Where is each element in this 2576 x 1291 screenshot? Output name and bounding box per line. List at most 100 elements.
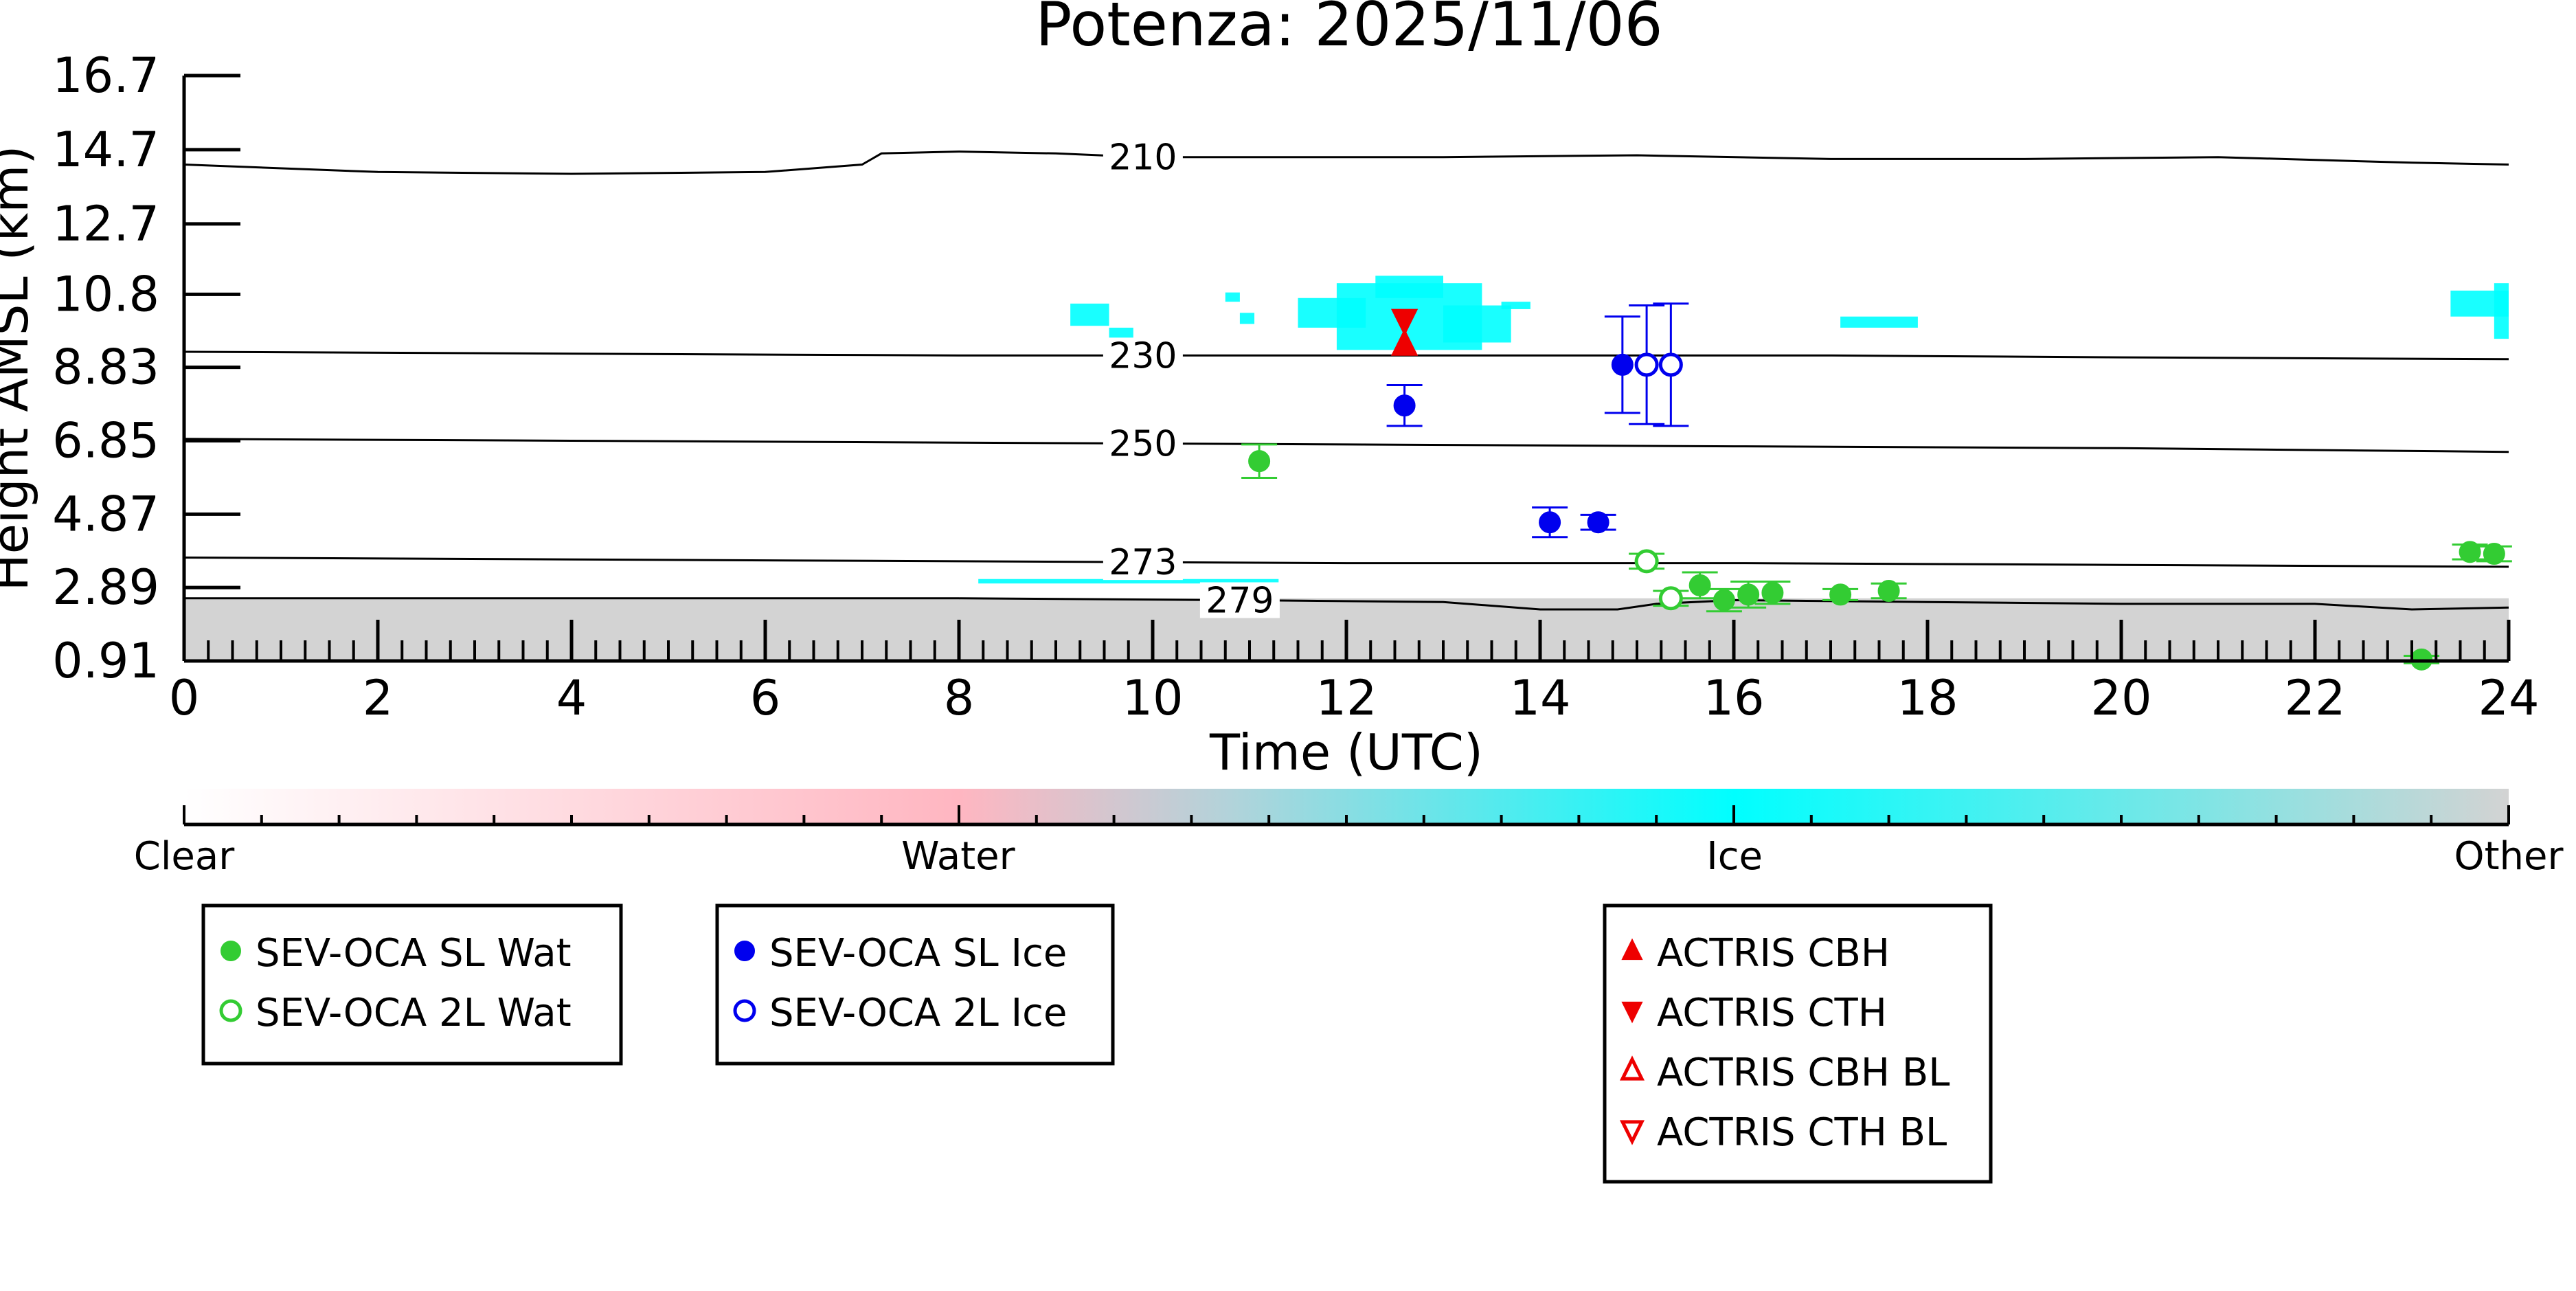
isotherm-label-bg — [1199, 582, 1280, 618]
legend-marker — [733, 999, 756, 1022]
legend-marker — [221, 941, 241, 961]
legend-label: ACTRIS CBH — [1657, 931, 1890, 976]
isotherm-label: 210 — [1109, 137, 1177, 179]
data-point — [1539, 511, 1561, 534]
legend-label: ACTRIS CTH BL — [1657, 1110, 1947, 1155]
data-point — [1658, 352, 1683, 377]
colorbar-ticks — [183, 805, 2510, 824]
ice-cloud-patch — [1501, 302, 1530, 309]
x-tick-label: 4 — [556, 670, 587, 726]
colorbar-label-water: Water — [901, 834, 1016, 879]
legend-label: ACTRIS CTH — [1657, 991, 1887, 1035]
legend-marker — [1619, 1055, 1645, 1081]
isotherm-label: 230 — [1109, 335, 1177, 377]
data-point — [1390, 308, 1419, 337]
x-tick-label: 18 — [1897, 670, 1958, 726]
data-point — [1587, 511, 1609, 534]
legend-label: SEV-OCA 2L Wat — [256, 991, 572, 1035]
x-tick-label: 2 — [363, 670, 394, 726]
y-tick-label: 6.85 — [52, 412, 159, 469]
x-tick-label: 10 — [1122, 670, 1183, 726]
colorbar-label-other: Other — [2454, 834, 2564, 879]
legend-entry: ACTRIS CBH — [1621, 931, 1890, 976]
colorbar: Clear Water Ice Other — [134, 789, 2564, 879]
data-point — [1713, 589, 1735, 611]
legend-label: SEV-OCA SL Ice — [769, 931, 1067, 976]
data-point — [1611, 353, 1634, 376]
y-ticks: 0.91 2.89 4.87 6.85 8.83 10.8 12.7 14.7 16.7 — [52, 47, 240, 689]
ice-cloud-patch — [1070, 303, 1109, 326]
x-tick-label: 16 — [1703, 670, 1764, 726]
isotherm-273 — [183, 557, 2509, 568]
x-tick-label: 6 — [750, 670, 781, 726]
isotherm-label-bg — [1103, 544, 1183, 581]
legend-1: SEV-OCA SL Wat SEV-OCA 2L Wat — [201, 903, 623, 1066]
x-tick-label: 0 — [169, 670, 200, 726]
y-tick-label: 2.89 — [52, 559, 159, 616]
data-point — [1737, 583, 1760, 606]
ice-cloud-patch — [1443, 305, 1511, 343]
y-tick-label: 0.91 — [52, 633, 159, 689]
ice-cloud-patch — [1225, 292, 1240, 302]
ice-cloud-patch — [1239, 313, 1255, 324]
data-point — [1761, 581, 1784, 604]
data-point — [2459, 541, 2481, 563]
colorbar-labels: Clear Water Ice Other — [134, 834, 2564, 879]
data-point — [1390, 328, 1419, 356]
data-point — [1658, 586, 1683, 611]
x-ticks: 0 2 4 6 8 10 12 14 16 18 20 22 24 — [169, 620, 2540, 726]
x-axis-label: Time (UTC) — [1209, 723, 1483, 781]
x-tick-label: 12 — [1315, 670, 1377, 726]
legend-marker — [219, 999, 242, 1022]
data-point — [1829, 583, 1852, 606]
isotherm-label-bg — [1103, 337, 1183, 374]
colorbar-label-clear: Clear — [134, 834, 235, 879]
legend-label: SEV-OCA 2L Ice — [769, 991, 1067, 1035]
legend-entry: SEV-OCA 2L Ice — [733, 991, 1067, 1035]
isotherm-label: 250 — [1109, 423, 1177, 464]
ice-cloud-patch — [1375, 276, 1443, 298]
legend-entry: ACTRIS CTH — [1621, 991, 1887, 1035]
isotherm-label: 279 — [1206, 581, 1274, 622]
y-tick-label: 12.7 — [52, 196, 159, 252]
isotherm-210 — [183, 150, 2509, 175]
isotherm-label: 273 — [1109, 542, 1177, 583]
legend-marker — [1621, 1001, 1643, 1024]
isotherm-279 — [184, 597, 2509, 611]
chart-title: Potenza: 2025/11/06 — [1035, 0, 1662, 60]
legend-entry: ACTRIS CBH BL — [1619, 1051, 1950, 1095]
y-tick-label: 10.8 — [52, 266, 159, 322]
data-point — [1877, 580, 1900, 603]
x-tick-label: 8 — [944, 670, 975, 726]
legend-3: ACTRIS CBH ACTRIS CTH ACTRIS CBH BL ACTRIS … — [1603, 903, 1993, 1184]
x-tick-label: 22 — [2284, 670, 2345, 726]
data-point — [1634, 549, 1659, 574]
legend-box — [715, 903, 1115, 1066]
y-tick-label: 8.83 — [52, 339, 159, 396]
legend-entry: ACTRIS CTH BL — [1619, 1110, 1947, 1155]
colorbar-label-ice: Ice — [1706, 834, 1763, 879]
y-tick-label: 4.87 — [52, 486, 159, 542]
ice-cloud-patch — [2494, 283, 2509, 339]
x-tick-label: 24 — [2478, 670, 2539, 726]
isotherm-250 — [183, 438, 2509, 453]
legend-label: ACTRIS CBH BL — [1657, 1051, 1950, 1095]
x-tick-label: 14 — [1509, 670, 1570, 726]
legend-marker — [1621, 938, 1643, 961]
legend-entry: SEV-OCA 2L Wat — [219, 991, 572, 1035]
legend-marker — [1619, 1120, 1645, 1145]
legend-entry: SEV-OCA SL Wat — [221, 931, 572, 976]
ice-cloud-patch — [978, 579, 1279, 584]
legend-entry: SEV-OCA SL Ice — [734, 931, 1067, 976]
data-point — [1634, 352, 1659, 377]
legend-2: SEV-OCA SL Ice SEV-OCA 2L Ice — [715, 903, 1115, 1066]
isotherm-label-bg — [1103, 425, 1183, 462]
y-axis-label: Height AMSL (km) — [0, 146, 39, 592]
legend-box — [1603, 903, 1993, 1184]
axes: 0 2 4 6 8 10 12 14 16 18 20 22 24 0.912.894.876.858.… — [52, 47, 2539, 726]
data-point — [1393, 394, 1416, 417]
isotherm-230 — [183, 350, 2509, 361]
legend-label: SEV-OCA SL Wat — [256, 931, 572, 976]
data-point — [2483, 543, 2505, 565]
